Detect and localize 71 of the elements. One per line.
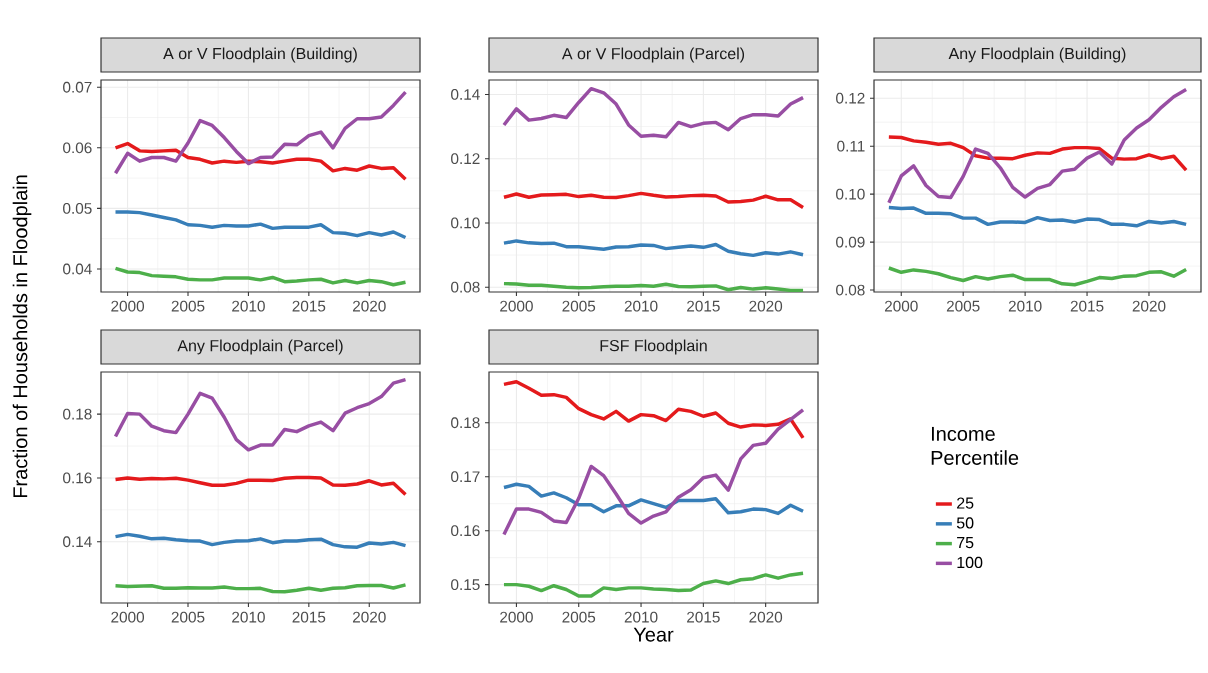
- y-tick-label: 0.18: [63, 408, 92, 420]
- x-tick-label: 2015: [687, 300, 720, 312]
- x-tick-label: 2015: [1070, 300, 1104, 312]
- chart-title: A or V Floodplain (Building): [163, 47, 357, 63]
- line-series: [887, 87, 1188, 205]
- line-series: [113, 475, 408, 497]
- x-tick-label: 2020: [352, 611, 386, 623]
- line-series: [502, 379, 805, 440]
- x-tick-label: 2005: [171, 611, 205, 623]
- x-tick-label: 2000: [884, 300, 918, 312]
- y-tick-label: 0.11: [837, 140, 865, 152]
- x-tick-label: 2010: [624, 300, 658, 312]
- y-tick-label: 0.08: [836, 284, 865, 296]
- line-series: [113, 377, 408, 452]
- y-tick-label: 0.12: [836, 92, 865, 104]
- line-series: [887, 205, 1188, 228]
- y-tick-label: 0.04: [63, 263, 92, 275]
- chart-title: Any Floodplain (Building): [948, 47, 1126, 63]
- y-tick-label: 0.12: [451, 153, 480, 165]
- x-tick-label: 2010: [624, 611, 658, 623]
- x-tick-label: 2015: [292, 611, 326, 623]
- y-tick-label: 0.14: [451, 89, 480, 100]
- x-tick-label: 2015: [292, 300, 326, 312]
- line-series: [502, 86, 805, 139]
- line-series: [502, 191, 805, 210]
- x-tick-label: 2000: [500, 300, 533, 312]
- x-tick-label: 2000: [111, 300, 145, 312]
- y-tick-label: 0.07: [63, 81, 92, 93]
- x-tick-label: 2000: [500, 611, 533, 623]
- x-tick-label: 2020: [1132, 300, 1166, 312]
- legend-label: 50: [956, 517, 974, 529]
- line-series: [502, 281, 805, 292]
- y-tick-label: 0.16: [63, 472, 92, 484]
- x-tick-label: 2005: [946, 300, 980, 312]
- legend-label: 100: [957, 556, 983, 569]
- x-tick-label: 2020: [749, 611, 783, 623]
- x-tick-label: 2005: [562, 300, 596, 312]
- y-tick-label: 0.09: [836, 236, 865, 248]
- line-series: [113, 141, 408, 182]
- y-tick-label: 0.16: [451, 525, 480, 537]
- y-tick-label: 0.15: [451, 579, 480, 591]
- x-tick-label: 2010: [232, 611, 265, 623]
- chart-title: Any Floodplain (Parcel): [177, 339, 343, 355]
- y-tick-label: 0.10: [836, 188, 865, 200]
- line-series: [502, 239, 805, 258]
- x-tick-label: 2020: [352, 300, 386, 312]
- legend-label: 25: [957, 497, 974, 509]
- y-tick-label: 0.06: [63, 142, 92, 154]
- line-series: [887, 135, 1188, 172]
- y-tick-label: 0.08: [451, 281, 480, 293]
- y-tick-label: 0.17: [451, 471, 480, 483]
- line-series: [113, 90, 408, 175]
- line-series: [113, 532, 408, 549]
- x-axis-title: Year: [633, 627, 674, 642]
- y-tick-label: 0.05: [63, 202, 92, 214]
- chart-title: FSF Floodplain: [600, 339, 707, 355]
- x-tick-label: 2010: [232, 300, 265, 312]
- line-series: [502, 571, 805, 598]
- y-tick-label: 0.18: [451, 417, 480, 429]
- legend-title: Income Percentile: [931, 426, 1019, 465]
- y-tick-label: 0.10: [451, 217, 480, 229]
- legend-label: 75: [957, 537, 974, 549]
- y-tick-label: 0.14: [63, 536, 92, 548]
- x-tick-label: 2000: [111, 611, 145, 623]
- y-axis-title: Fraction of Households in Floodplain: [12, 175, 32, 498]
- x-tick-label: 2005: [171, 300, 205, 312]
- chart-title: A or V Floodplain (Parcel): [561, 47, 745, 63]
- x-tick-label: 2010: [1008, 300, 1042, 312]
- x-tick-label: 2015: [687, 611, 720, 623]
- x-tick-label: 2005: [562, 611, 596, 623]
- x-tick-label: 2020: [749, 300, 783, 312]
